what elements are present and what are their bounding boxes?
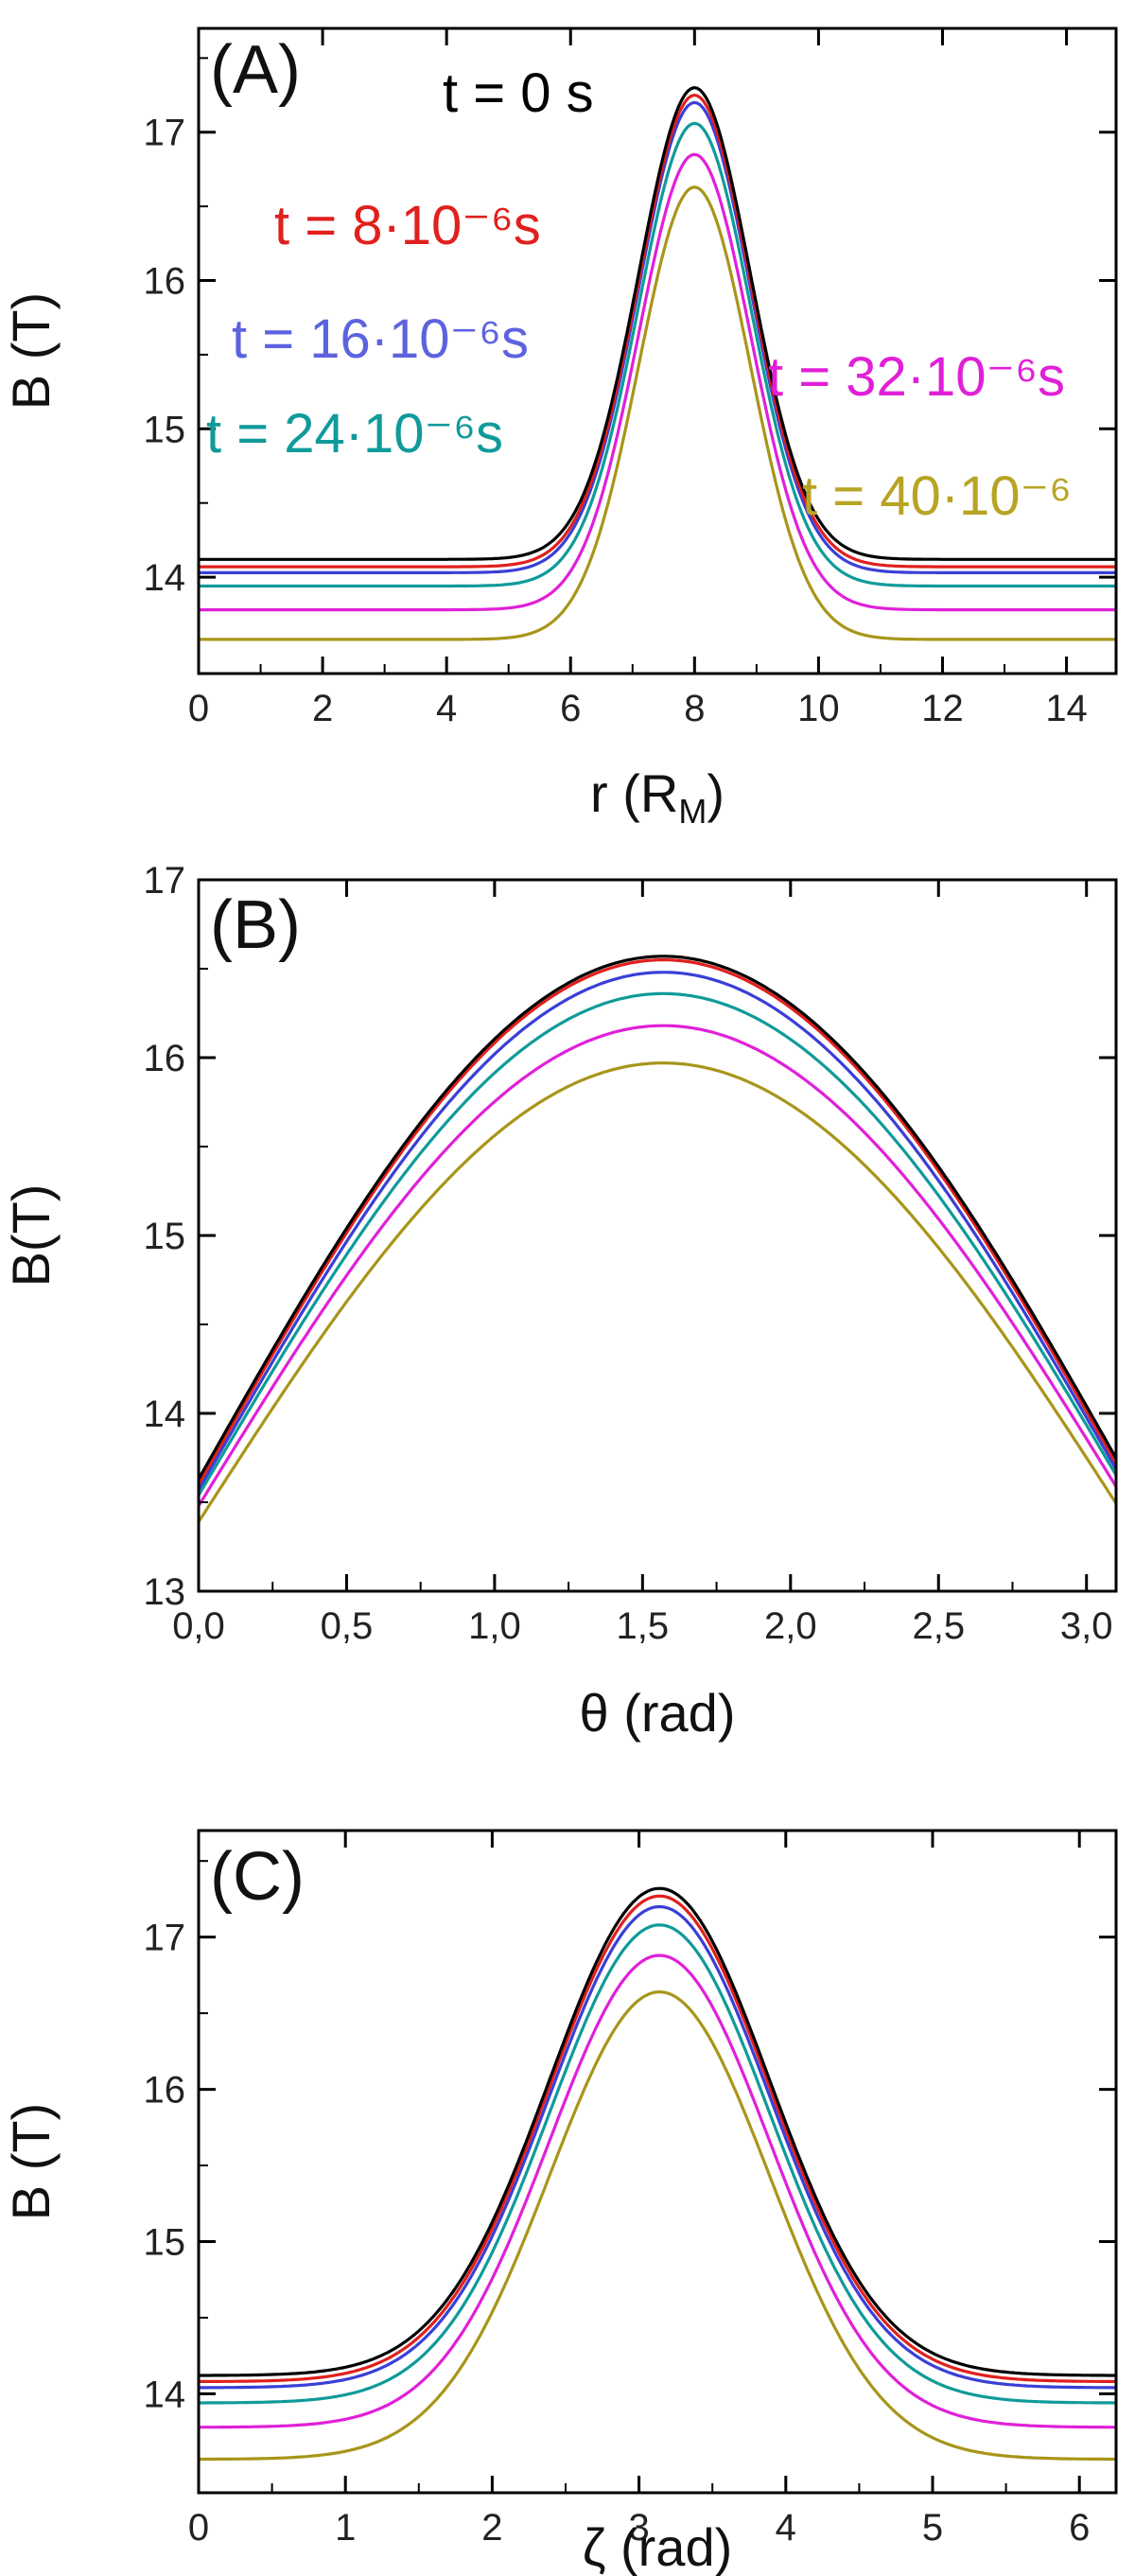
panel-b-ytick-label: 17 <box>144 860 186 902</box>
panel-c: 0 1 2 3 4 5 6 14 15 16 17 (C) B (T) ζ (rad) <box>1 1829 1118 2576</box>
panel-c-series-t16 <box>199 1904 1116 2390</box>
panel-b-series-t24 <box>197 991 1118 1497</box>
panel-b-xtick-label: 0,0 <box>172 1605 225 1647</box>
panel-b-series-t16 <box>197 971 1118 1491</box>
panel-b-ylabel: B(T) <box>1 1184 61 1288</box>
panel-b-xtick-label: 0,5 <box>321 1605 374 1647</box>
panel-a-xtick-label: 14 <box>1045 688 1088 729</box>
panel-b-series <box>197 955 1118 1523</box>
panel-a: 0 2 4 6 8 10 12 14 14 15 16 17 (A) B (T) r (RM) t =… <box>1 26 1118 831</box>
panel-c-series <box>199 1886 1116 2462</box>
panel-a-ytick-label: 14 <box>144 557 186 599</box>
panel-c-series-t24 <box>199 1923 1116 2405</box>
panel-c-ylabel: B (T) <box>1 2103 61 2220</box>
panel-a-xtick-label: 0 <box>188 688 209 729</box>
panel-a-series <box>199 86 1116 641</box>
panel-b-ytick-label: 13 <box>144 1571 186 1613</box>
panel-b-xtick-label: 3,0 <box>1060 1605 1113 1647</box>
panel-c-xtick-label: 5 <box>922 2507 943 2549</box>
panel-c-ytick-label: 16 <box>144 2070 186 2112</box>
panel-a-xlabel-sub: M <box>678 792 707 831</box>
panel-b-series-t8 <box>197 958 1118 1485</box>
panel-c-ytick-label: 14 <box>144 2374 186 2415</box>
panel-c-xtick-label: 1 <box>335 2507 356 2549</box>
panel-c-frame <box>197 1829 1118 2495</box>
panel-b-ytick-label: 15 <box>144 1216 186 1257</box>
panel-c-series-t32 <box>199 1954 1116 2429</box>
panel-b-label: (B) <box>210 887 301 963</box>
panel-b-ytick-label: 14 <box>144 1393 186 1435</box>
panel-b-xtick-label: 1,5 <box>617 1605 670 1647</box>
panel-c-xtick-label: 3 <box>628 2507 649 2549</box>
panel-c-axes: 0 1 2 3 4 5 6 14 15 16 17 <box>144 1831 1116 2549</box>
panel-a-series-t32 <box>199 152 1116 612</box>
panel-a-xtick-label: 10 <box>797 688 840 729</box>
panel-b-xlabel: θ (rad) <box>580 1683 736 1743</box>
panel-b-series-t40 <box>197 1060 1118 1523</box>
legend-t8: t = 8·10⁻⁶s <box>274 195 541 256</box>
panel-b-series-t32 <box>197 1024 1118 1507</box>
panel-b: 0,0 0,5 1,0 1,5 2,0 2,5 3,0 13 14 15 16 17 (B) B(T)… <box>1 860 1118 1743</box>
panel-c-series-t0 <box>199 1886 1116 2377</box>
panel-b-frame <box>197 878 1118 1593</box>
panel-c-xtick-label: 6 <box>1069 2507 1090 2549</box>
panel-a-series-t40 <box>199 185 1116 641</box>
panel-a-ytick-label: 17 <box>144 113 186 154</box>
panel-a-xtick-label: 2 <box>312 688 333 729</box>
legend-t0: t = 0 s <box>443 62 594 124</box>
legend-t32: t = 32·10⁻⁶s <box>768 346 1065 408</box>
panel-a-xlabel-main: r (R <box>590 763 678 823</box>
panel-a-xtick-label: 8 <box>684 688 705 729</box>
panel-c-ytick-label: 17 <box>144 1918 186 1959</box>
panel-a-xtick-label: 4 <box>436 688 457 729</box>
panel-b-ytick-label: 16 <box>144 1038 186 1079</box>
panel-a-ytick-label: 16 <box>144 261 186 303</box>
panel-c-xlabel: ζ (rad) <box>583 2517 732 2576</box>
panel-c-series-t40 <box>199 1989 1116 2462</box>
panel-b-series-t0 <box>197 955 1118 1481</box>
panel-a-legend: t = 0 s t = 8·10⁻⁶s t = 16·10⁻⁶s t = 24·… <box>206 62 1072 527</box>
panel-a-frame <box>197 26 1118 675</box>
panel-c-series-t8 <box>199 1894 1116 2383</box>
panel-c-ytick-label: 15 <box>144 2221 186 2263</box>
panel-b-axes: 0,0 0,5 1,0 1,5 2,0 2,5 3,0 13 14 15 16 17 <box>144 860 1116 1647</box>
panel-a-axes: 0 2 4 6 8 10 12 14 14 15 16 17 <box>144 28 1116 729</box>
panel-c-xtick-label: 4 <box>776 2507 796 2549</box>
panel-a-series-t8 <box>199 93 1116 569</box>
panel-a-ytick-label: 15 <box>144 409 186 450</box>
panel-a-xtick-label: 6 <box>560 688 581 729</box>
panel-a-xlabel: r (RM) <box>590 763 725 831</box>
panel-a-series-t24 <box>199 121 1116 588</box>
legend-t24: t = 24·10⁻⁶s <box>206 403 503 464</box>
panel-a-label: (A) <box>210 32 301 108</box>
panel-a-ylabel: B (T) <box>1 292 61 410</box>
legend-t40: t = 40·10⁻⁶ <box>802 465 1072 527</box>
panel-c-xtick-label: 2 <box>481 2507 502 2549</box>
panel-a-xlabel-tail: ) <box>707 763 725 823</box>
panel-b-xtick-label: 2,5 <box>912 1605 965 1647</box>
panel-c-xtick-label: 0 <box>188 2507 209 2549</box>
panel-c-label: (C) <box>210 1839 305 1915</box>
panel-b-xtick-label: 2,0 <box>764 1605 817 1647</box>
panel-a-series-t0 <box>199 86 1116 561</box>
panel-b-xtick-label: 1,0 <box>468 1605 521 1647</box>
legend-t16: t = 16·10⁻⁶s <box>232 308 529 370</box>
panel-a-xtick-label: 12 <box>921 688 964 729</box>
